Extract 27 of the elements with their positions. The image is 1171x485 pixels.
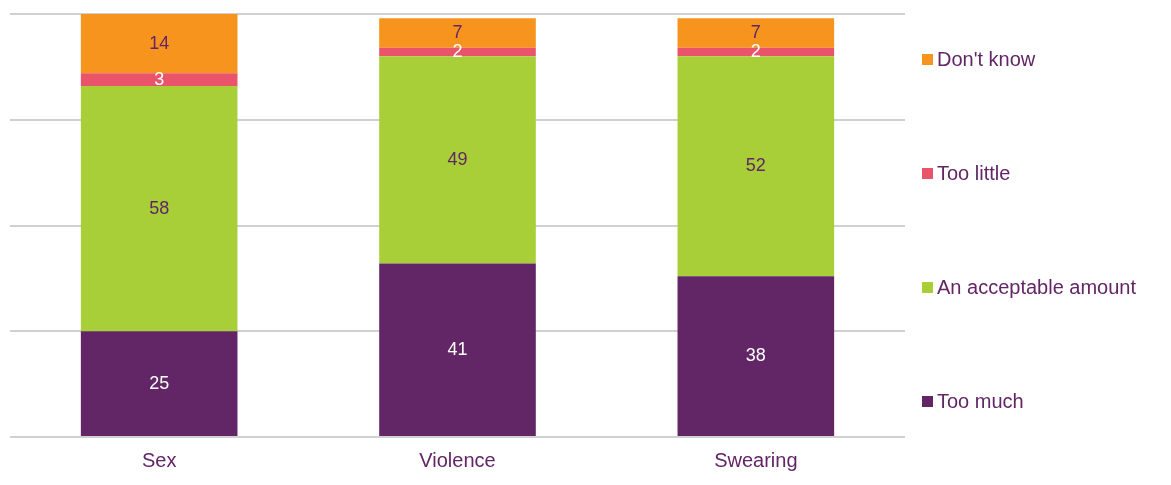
data-label: 41 [447,338,468,359]
bar [379,56,536,264]
data-label: 52 [745,155,766,176]
data-label: 14 [149,32,170,53]
bar [80,85,238,332]
bar [379,263,536,436]
bar [80,73,238,86]
bar [80,331,238,436]
data-label: 38 [745,345,766,366]
x-tick-label: Sex [141,448,177,471]
legend-label: Too little [937,161,1011,185]
data-label: 58 [149,197,170,218]
data-label: 7 [452,22,463,42]
x-tick-label: Violence [419,448,496,471]
data-label: 3 [154,68,165,89]
data-label: 2 [750,41,761,62]
legend-label: Too much [937,390,1024,414]
data-label: 2 [452,41,463,62]
legend-label: Don't know [937,47,1036,71]
legend-label: An acceptable amount [937,276,1137,300]
data-label: 25 [149,372,170,393]
x-tick-label: Swearing [714,448,798,471]
bar [677,56,835,277]
data-label: 49 [447,148,468,169]
bar [80,14,238,74]
data-label: 7 [750,22,761,42]
bar [677,276,835,436]
